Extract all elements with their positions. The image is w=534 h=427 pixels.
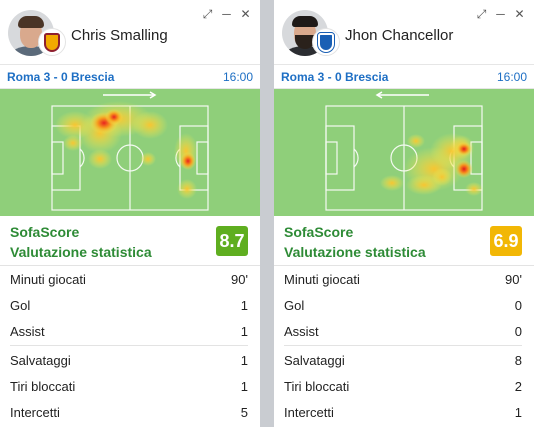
stat-label: Gol — [10, 297, 31, 313]
stat-label: Salvataggi — [10, 352, 71, 368]
stat-value: 1 — [514, 404, 522, 420]
minimize-icon[interactable]: ─ — [496, 7, 505, 21]
player-name[interactable]: Jhon Chancellor — [345, 27, 454, 44]
window-controls: ⤢ ─ ✕ — [201, 8, 252, 20]
stat-value: 5 — [240, 404, 248, 420]
stat-value: 90' — [231, 271, 248, 287]
stat-label: Intercetti — [284, 404, 334, 420]
expand-icon[interactable]: ⤢ — [202, 7, 213, 21]
stat-row-saves: Salvataggi 8 — [274, 347, 534, 373]
player-card-smalling: Chris Smalling ⤢ ─ ✕ Roma 3 - 0 Brescia … — [0, 0, 260, 427]
rating-badge: 6.9 — [490, 226, 522, 256]
match-time: 16:00 — [496, 69, 527, 84]
rating-section: SofaScore Valutazione statistica 6.9 — [274, 216, 534, 266]
stat-label: Intercetti — [10, 404, 60, 420]
brescia-crest-icon — [312, 28, 340, 56]
match-bar[interactable]: Roma 3 - 0 Brescia 16:00 — [0, 64, 260, 89]
rating-section: SofaScore Valutazione statistica 8.7 — [0, 216, 260, 266]
stat-label: Minuti giocati — [10, 271, 86, 287]
stat-value: 0 — [514, 323, 522, 339]
stat-row-goals: Gol 0 — [274, 292, 534, 318]
heatmap — [274, 89, 534, 216]
stat-row-assists: Assist 1 — [0, 318, 260, 344]
stat-value: 1 — [240, 352, 248, 368]
stat-value: 1 — [240, 378, 248, 394]
divider — [284, 345, 522, 346]
player-card-chancellor: Jhon Chancellor ⤢ ─ ✕ Roma 3 - 0 Brescia… — [274, 0, 534, 427]
rating-label-brand: SofaScore — [10, 224, 80, 240]
stat-value: 1 — [240, 297, 248, 313]
close-icon[interactable]: ✕ — [514, 7, 525, 21]
stat-label: Gol — [284, 297, 305, 313]
heat-blobs — [55, 101, 198, 199]
stat-row-goals: Gol 1 — [0, 292, 260, 318]
stat-row-interceptions: Intercetti 5 — [0, 399, 260, 425]
expand-icon[interactable]: ⤢ — [476, 7, 487, 21]
stat-label: Assist — [10, 323, 45, 339]
player-name[interactable]: Chris Smalling — [71, 27, 168, 44]
stat-value: 0 — [514, 297, 522, 313]
rating-label-desc: Valutazione statistica — [10, 244, 152, 260]
close-icon[interactable]: ✕ — [240, 7, 251, 21]
match-score[interactable]: Roma 3 - 0 Brescia — [281, 69, 389, 84]
match-score[interactable]: Roma 3 - 0 Brescia — [7, 69, 115, 84]
stat-row-blocked-shots: Tiri bloccati 1 — [0, 373, 260, 399]
stat-value: 8 — [514, 352, 522, 368]
stat-row-interceptions: Intercetti 1 — [274, 399, 534, 425]
roma-crest-icon — [38, 28, 66, 56]
heatmap — [0, 89, 260, 216]
minimize-icon[interactable]: ─ — [222, 7, 231, 21]
stat-row-minutes: Minuti giocati 90' — [0, 266, 260, 292]
rating-label-desc: Valutazione statistica — [284, 244, 426, 260]
stat-label: Tiri bloccati — [284, 378, 350, 394]
stat-value: 90' — [505, 271, 522, 287]
stat-row-saves: Salvataggi 1 — [0, 347, 260, 373]
stat-value: 1 — [240, 323, 248, 339]
stat-label: Tiri bloccati — [10, 378, 76, 394]
stat-row-assists: Assist 0 — [274, 318, 534, 344]
attack-direction-arrow — [375, 91, 429, 99]
heat-blobs — [380, 133, 483, 196]
stat-label: Assist — [284, 323, 319, 339]
stat-row-minutes: Minuti giocati 90' — [274, 266, 534, 292]
card-header: Chris Smalling ⤢ ─ ✕ — [0, 0, 260, 64]
attack-direction-arrow — [103, 91, 157, 99]
card-header: Jhon Chancellor ⤢ ─ ✕ — [274, 0, 534, 64]
window-controls: ⤢ ─ ✕ — [475, 8, 526, 20]
stat-label: Salvataggi — [284, 352, 345, 368]
rating-label-brand: SofaScore — [284, 224, 354, 240]
stat-label: Minuti giocati — [284, 271, 360, 287]
rating-badge: 8.7 — [216, 226, 248, 256]
stat-row-blocked-shots: Tiri bloccati 2 — [274, 373, 534, 399]
match-bar[interactable]: Roma 3 - 0 Brescia 16:00 — [274, 64, 534, 89]
match-time: 16:00 — [222, 69, 253, 84]
divider — [10, 345, 248, 346]
stat-value: 2 — [514, 378, 522, 394]
